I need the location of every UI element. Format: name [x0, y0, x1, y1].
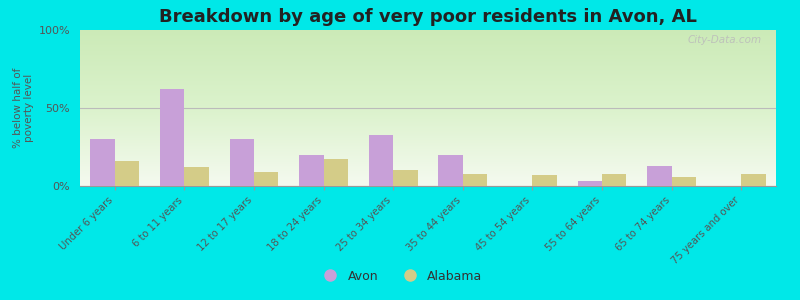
Bar [438, 155, 462, 186]
Bar [602, 173, 626, 186]
Bar [90, 139, 115, 186]
Legend: Avon, Alabama: Avon, Alabama [313, 265, 487, 288]
Y-axis label: % below half of
poverty level: % below half of poverty level [13, 68, 34, 148]
Bar [230, 139, 254, 186]
Bar [369, 134, 394, 186]
Bar [394, 170, 418, 186]
Text: City-Data.com: City-Data.com [688, 35, 762, 45]
Bar [672, 177, 696, 186]
Bar [160, 89, 185, 186]
Bar [647, 166, 672, 186]
Bar [742, 173, 766, 186]
Bar [254, 172, 278, 186]
Title: Breakdown by age of very poor residents in Avon, AL: Breakdown by age of very poor residents … [159, 8, 697, 26]
Bar [115, 161, 139, 186]
Bar [578, 181, 602, 186]
Bar [533, 175, 557, 186]
Bar [463, 173, 487, 186]
Bar [185, 167, 209, 186]
Bar [299, 155, 324, 186]
Bar [323, 160, 348, 186]
